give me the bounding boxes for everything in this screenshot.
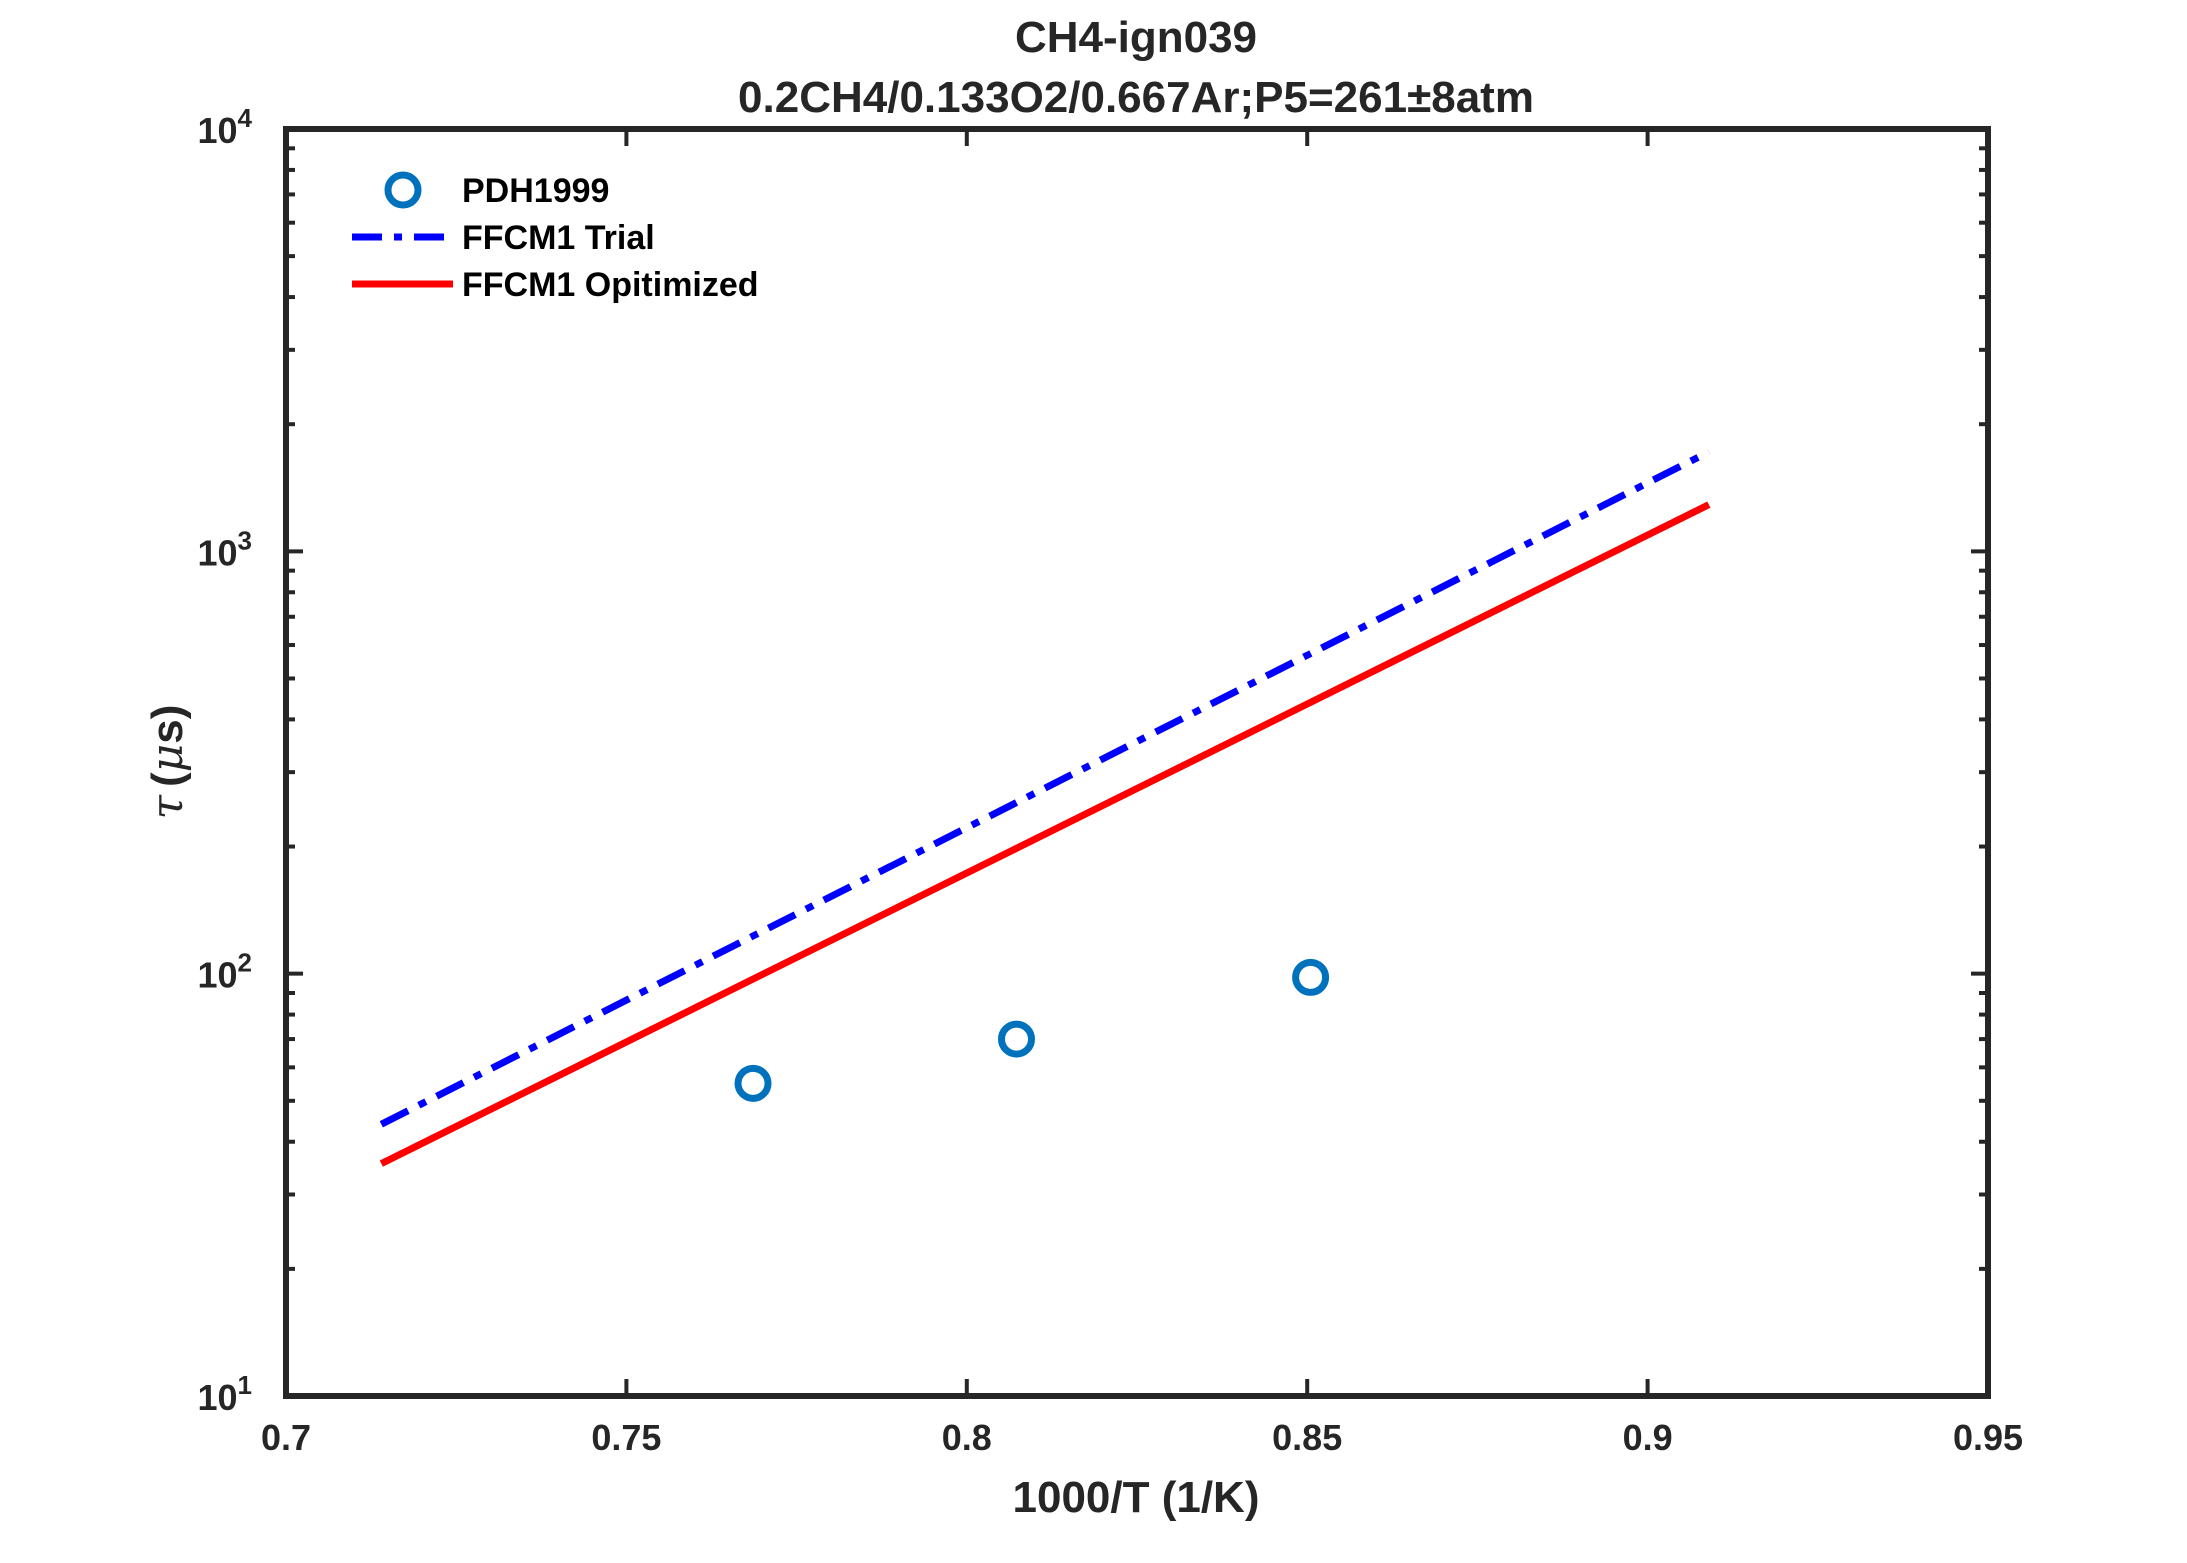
chart-title: CH4-ign039: [1015, 13, 1257, 62]
legend-label: PDH1999: [462, 172, 609, 210]
x-tick-label: 0.7: [261, 1417, 311, 1458]
y-tick-label-base: 10: [197, 1377, 237, 1418]
y-tick-label-exponent: 2: [238, 948, 252, 978]
legend-marker-pdh1999: [384, 171, 422, 209]
y-tick-label-exponent: 4: [238, 103, 253, 133]
y-axis-label-symbol: τ: [142, 794, 193, 819]
plot-area: [379, 448, 1711, 1167]
y-tick-label-base: 10: [197, 532, 237, 573]
y-axis-label-unit-prefix: μ: [142, 744, 193, 773]
x-tick-label: 0.75: [591, 1417, 661, 1458]
y-tick-label-exponent: 3: [238, 525, 252, 555]
y-tick-label-base: 10: [197, 955, 237, 996]
chart-subtitle: 0.2CH4/0.133O2/0.667Ar;P5=261±8atm: [738, 73, 1534, 122]
y-axis-label-paren-open: (: [143, 772, 192, 787]
y-tick-label: 102: [197, 948, 252, 996]
data-point-pdh1999: [997, 1020, 1035, 1058]
legend-label: FFCM1 Opitimized: [462, 266, 759, 304]
y-tick-label: 101: [197, 1370, 252, 1418]
legend-label: FFCM1 Trial: [462, 219, 655, 257]
x-tick-label: 0.8: [942, 1417, 992, 1458]
x-tick-label: 0.85: [1272, 1417, 1342, 1458]
y-tick-label: 104: [197, 103, 252, 151]
legend: PDH1999 FFCM1 Trial FFCM1 Opitimized: [352, 171, 759, 304]
x-tick-label: 0.9: [1623, 1417, 1673, 1458]
y-tick-label: 103: [197, 525, 252, 573]
axes-frame: [283, 126, 1991, 1399]
x-axis-label: 1000/T (1/K): [1013, 1473, 1260, 1522]
y-axis-label: τ (μs): [142, 705, 193, 820]
y-axis-label-paren-close: ): [143, 705, 192, 720]
data-point-pdh1999: [734, 1064, 772, 1102]
series-line-ffcm1-opitimized: [379, 501, 1711, 1167]
y-tick-label-base: 10: [197, 110, 237, 151]
y-tick-label-exponent: 1: [238, 1370, 252, 1400]
x-tick-label: 0.95: [1953, 1417, 2023, 1458]
series-line-ffcm1-trial: [379, 448, 1711, 1128]
y-axis-label-unit: s: [143, 719, 192, 743]
data-point-pdh1999: [1292, 958, 1330, 996]
